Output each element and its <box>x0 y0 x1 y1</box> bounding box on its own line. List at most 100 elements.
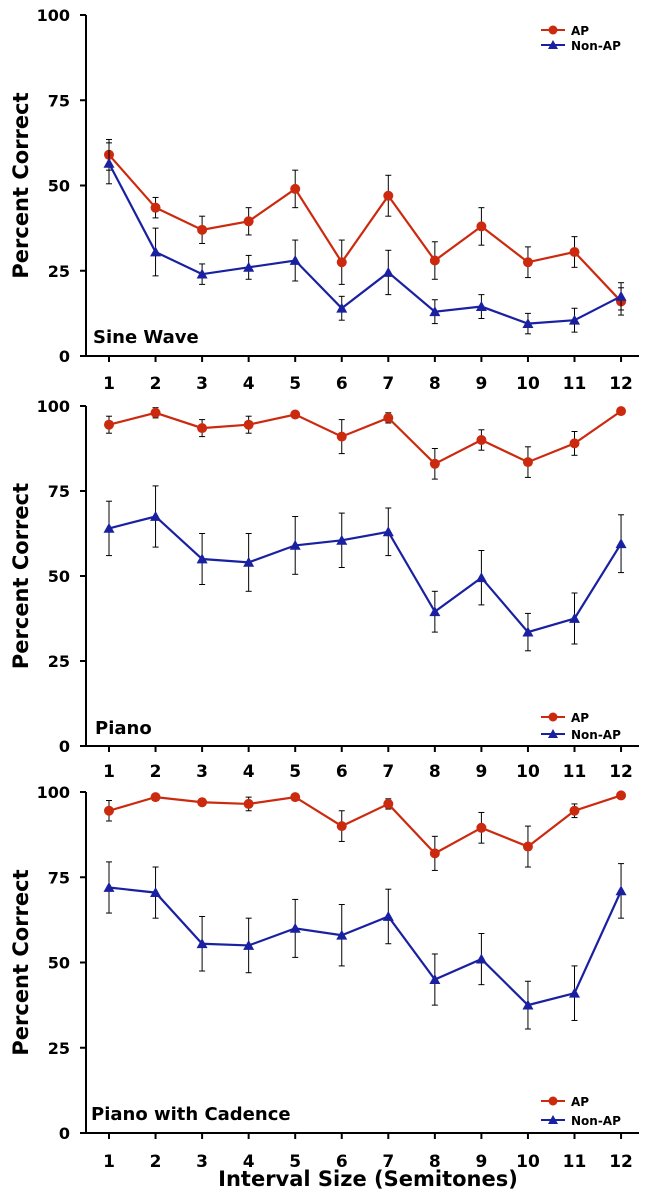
y-tick-label: 0 <box>59 347 70 366</box>
y-tick-label: 25 <box>48 262 70 281</box>
y-tick-label: 0 <box>59 1124 70 1143</box>
data-point <box>289 539 301 550</box>
x-tick-label: 7 <box>382 762 394 782</box>
series-non-ap <box>103 485 627 652</box>
x-tick-label: 6 <box>336 1152 348 1172</box>
x-tick-label: 4 <box>243 1152 255 1172</box>
legend-label: Non-AP <box>571 728 621 742</box>
data-point <box>569 314 580 325</box>
y-axis-title: Percent Correct <box>9 92 33 278</box>
x-tick-label: 3 <box>196 374 208 394</box>
x-tick-label: 6 <box>336 374 348 394</box>
data-point <box>197 797 208 808</box>
data-point <box>616 406 627 417</box>
data-point <box>150 246 162 257</box>
series-ap <box>104 790 627 871</box>
legend-label: Non-AP <box>571 39 621 53</box>
data-point <box>243 216 254 227</box>
data-point <box>475 572 487 583</box>
data-point <box>615 538 627 549</box>
data-point <box>196 553 208 564</box>
x-tick-label: 9 <box>475 1152 487 1172</box>
data-point <box>243 419 254 430</box>
data-point <box>289 922 301 933</box>
x-tick-label: 8 <box>429 374 441 394</box>
y-tick-label: 50 <box>48 177 70 196</box>
x-tick-label: 2 <box>150 374 162 394</box>
series-line <box>108 162 622 325</box>
legend: AP Non-AP <box>541 1095 621 1128</box>
x-tick-label: 4 <box>243 762 255 782</box>
data-point <box>383 412 394 423</box>
data-point <box>615 290 627 301</box>
data-point <box>429 606 441 617</box>
x-tick-label: 12 <box>609 1152 633 1172</box>
data-point <box>103 881 115 892</box>
data-point <box>522 318 534 329</box>
x-tick-label: 9 <box>475 762 487 782</box>
data-point <box>569 613 580 623</box>
data-point <box>336 929 348 940</box>
data-point <box>429 848 440 859</box>
data-point <box>429 306 441 317</box>
data-point <box>150 887 162 897</box>
data-point <box>290 409 301 420</box>
x-tick-label: 10 <box>516 374 540 394</box>
x-tick-label: 5 <box>289 762 301 782</box>
y-tick-label: 50 <box>48 954 70 973</box>
data-point <box>336 431 347 442</box>
data-point <box>289 255 301 265</box>
data-point <box>196 268 208 279</box>
legend-marker <box>548 40 558 49</box>
data-point <box>522 257 533 268</box>
x-tick-label: 2 <box>150 762 162 782</box>
data-point <box>569 805 580 816</box>
data-point <box>197 224 208 235</box>
data-point <box>429 458 440 469</box>
series-line <box>108 515 622 634</box>
x-tick-label: 5 <box>289 374 301 394</box>
data-point <box>243 261 255 272</box>
legend-label: AP <box>571 1095 589 1109</box>
x-tick-label: 7 <box>382 374 394 394</box>
x-tick-label: 1 <box>103 762 115 782</box>
legend-label: Non-AP <box>571 1114 621 1128</box>
data-point <box>336 534 348 545</box>
x-axis-title: Interval Size (Semitones) <box>218 1167 518 1191</box>
data-point <box>475 953 487 964</box>
data-point <box>616 790 627 801</box>
legend-label: AP <box>571 24 589 38</box>
data-point <box>336 302 348 313</box>
data-point <box>569 987 580 998</box>
series-non-ap <box>103 142 627 335</box>
data-point <box>103 522 115 533</box>
data-point <box>243 798 254 809</box>
data-point <box>476 435 487 445</box>
x-tick-label: 6 <box>336 762 348 782</box>
data-point <box>150 792 161 803</box>
x-tick-label: 10 <box>516 762 540 782</box>
legend-marker <box>548 1115 558 1124</box>
data-point <box>336 821 347 832</box>
x-tick-label: 3 <box>196 762 208 782</box>
x-tick-label: 8 <box>429 1152 441 1172</box>
data-point <box>476 221 487 232</box>
data-point <box>243 556 255 567</box>
y-tick-label: 100 <box>37 6 70 25</box>
data-point <box>150 407 161 418</box>
x-tick-label: 1 <box>103 374 115 394</box>
data-point <box>569 438 580 449</box>
series-non-ap <box>103 861 627 1030</box>
x-tick-label: 10 <box>516 1152 540 1172</box>
x-tick-label: 5 <box>289 1152 301 1172</box>
y-tick-label: 0 <box>59 737 70 756</box>
data-point <box>383 798 394 809</box>
data-point <box>150 202 161 213</box>
data-point <box>150 511 162 521</box>
data-point <box>336 257 347 268</box>
y-axis-title: Percent Correct <box>9 483 33 669</box>
